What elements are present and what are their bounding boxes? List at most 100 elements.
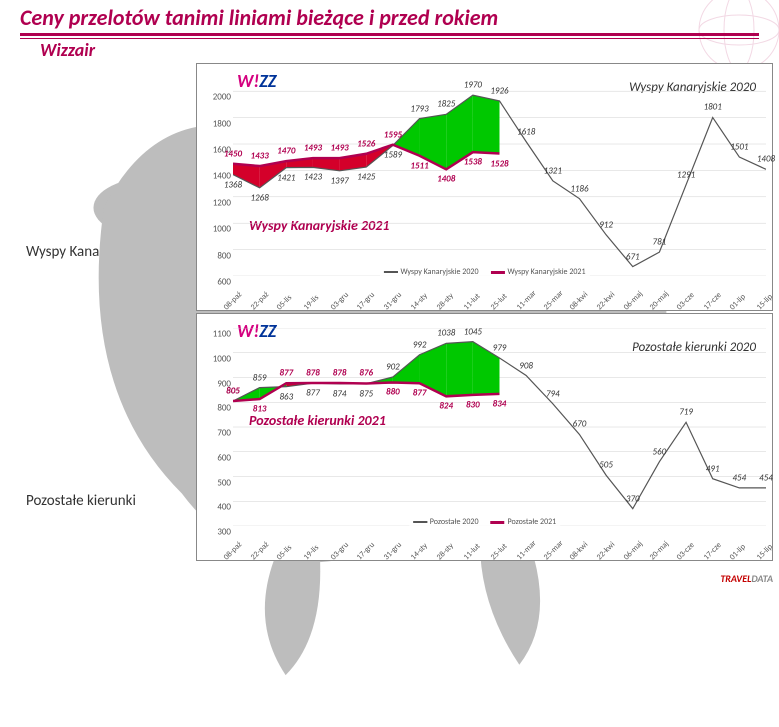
x-tick: 25-mar: [541, 538, 565, 562]
x-tick: 08-kwi: [568, 290, 590, 312]
y-tick: 600: [217, 277, 231, 288]
data-label-2020: 979: [493, 342, 507, 353]
y-tick: 1000: [213, 224, 231, 235]
data-label-2020: 1268: [251, 192, 269, 203]
data-label-2021: 824: [439, 401, 453, 412]
x-tick: 22-paź: [248, 290, 270, 312]
x-tick: 05-lis: [275, 543, 294, 562]
data-label-2021: 1538: [464, 157, 482, 168]
x-tick: 11-mar: [515, 288, 539, 312]
y-tick: 800: [217, 250, 231, 261]
data-label-2020: 859: [253, 372, 267, 383]
data-label-2021: 880: [386, 387, 400, 398]
data-label-2020: 454: [759, 472, 773, 483]
data-label-2021: 1493: [330, 143, 348, 154]
data-label-2021: 878: [333, 367, 347, 378]
data-label-2020: 1408: [757, 154, 775, 165]
x-tick: 22-kwi: [595, 540, 617, 562]
data-label-2020: 491: [706, 463, 720, 474]
data-label-2020: 1501: [730, 142, 748, 153]
data-label-2021: 1433: [251, 151, 269, 162]
data-label-2020: 912: [599, 219, 613, 230]
data-label-2020: 874: [333, 388, 347, 399]
x-tick: 11-mar: [515, 538, 539, 562]
x-tick: 06-maj: [621, 289, 644, 312]
x-tick: 22-kwi: [595, 290, 617, 312]
map-europe: [26, 344, 176, 484]
data-label-2020: 1618: [517, 126, 535, 137]
y-tick: 400: [217, 502, 231, 513]
x-tick: 17-gru: [355, 290, 377, 312]
data-label-2020: 560: [653, 446, 667, 457]
data-label-2021: 878: [306, 367, 320, 378]
chart2-plot: 8058598638778748759029921038104597990879…: [233, 328, 766, 526]
x-tick: 14-sty: [408, 291, 429, 312]
data-label-2020: 1793: [410, 103, 428, 114]
x-tick: 06-maj: [621, 539, 644, 562]
y-tick: 800: [217, 403, 231, 414]
x-tick: 22-paź: [248, 540, 270, 562]
data-label-2021: 1493: [304, 143, 322, 154]
x-tick: 19-lis: [302, 543, 321, 562]
data-label-2020: 370: [626, 493, 640, 504]
y-tick: 1000: [213, 353, 231, 364]
data-label-2020: 781: [653, 237, 667, 248]
data-label-2021: 877: [279, 368, 293, 379]
chart2-y-axis: 30040050060070080090010001100: [201, 328, 231, 526]
data-label-2020: 719: [679, 407, 693, 418]
x-tick: 20-maj: [648, 539, 671, 562]
data-label-2021: 1470: [277, 146, 295, 157]
x-tick: 08-paź: [222, 540, 244, 562]
data-label-2021: 1528: [490, 158, 508, 169]
x-tick: 03-cze: [675, 290, 697, 312]
chart1-y-axis: 600800100012001400160018002000: [201, 78, 231, 276]
y-tick: 500: [217, 477, 231, 488]
data-label-2020: 875: [359, 388, 373, 399]
data-label-2020: 671: [626, 251, 640, 262]
chart-canary: W!ZZ Wyspy Kanaryjskie 2020 Wyspy Kanary…: [196, 63, 773, 311]
y-tick: 1800: [213, 118, 231, 129]
data-label-2020: 1321: [544, 165, 562, 176]
data-label-2021: 1511: [410, 160, 428, 171]
x-tick: 05-lis: [275, 293, 294, 312]
x-tick: 17-gru: [355, 540, 377, 562]
y-tick: 1100: [213, 329, 231, 340]
y-tick: 600: [217, 452, 231, 463]
data-label-2020: 670: [573, 419, 587, 430]
data-label-2020: 505: [599, 460, 613, 471]
y-tick: 300: [217, 527, 231, 538]
x-tick: 15-lip: [755, 292, 775, 312]
x-tick: 08-kwi: [568, 540, 590, 562]
data-label-2021: 1408: [437, 174, 455, 185]
chart-other: W!ZZ Pozostałe kierunki 2020 Pozostałe k…: [196, 313, 773, 561]
data-label-2021: 830: [466, 399, 480, 410]
y-tick: 700: [217, 428, 231, 439]
data-label-2020: 908: [519, 360, 533, 371]
data-label-2020: 1045: [464, 326, 482, 337]
data-label-2020: 1423: [304, 172, 322, 183]
data-label-2020: 1186: [570, 183, 588, 194]
x-tick: 03-gru: [328, 540, 350, 562]
x-tick: 08-paź: [222, 290, 244, 312]
data-label-2020: 1926: [490, 85, 508, 96]
x-tick: 15-lip: [755, 542, 775, 562]
left-column: Wyspy Kanaryjskie Pozostałe kierunki: [6, 63, 196, 561]
data-label-2020: 1397: [330, 175, 348, 186]
x-tick: 01-lip: [728, 542, 748, 562]
x-tick: 11-lut: [462, 292, 483, 313]
x-tick: 25-mar: [541, 288, 565, 312]
data-label-2020: 1291: [677, 169, 695, 180]
data-label-2020: 454: [733, 472, 747, 483]
data-label-2021: 876: [359, 368, 373, 379]
data-label-2021: 877: [413, 388, 427, 399]
y-tick: 1200: [213, 197, 231, 208]
x-tick: 31-gru: [382, 290, 404, 312]
chart1-x-axis: 08-paź22-paź05-lis19-lis03-gru17-gru31-g…: [233, 278, 766, 308]
x-tick: 19-lis: [302, 293, 321, 312]
x-tick: 01-lip: [728, 292, 748, 312]
data-label-2020: 1421: [277, 172, 295, 183]
data-label-2020: 1368: [224, 179, 242, 190]
x-tick: 20-maj: [648, 289, 671, 312]
data-label-2021: 805: [226, 386, 240, 397]
data-label-2021: 1450: [224, 148, 242, 159]
